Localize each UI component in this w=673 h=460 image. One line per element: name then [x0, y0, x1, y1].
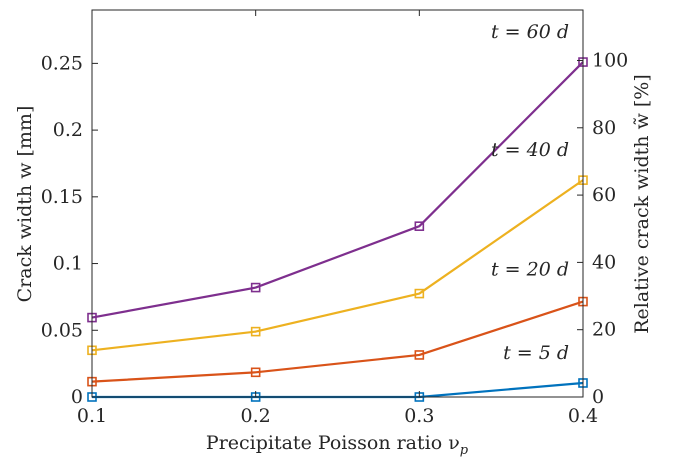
series-label: t = 5 d	[503, 342, 569, 364]
series-label: t = 60 d	[491, 21, 569, 43]
series-line	[91, 61, 584, 319]
data-point-marker	[250, 282, 261, 293]
data-point-marker	[250, 367, 261, 378]
x-tick-label: 0.3	[404, 405, 434, 427]
x-tick-label: 0.4	[568, 405, 598, 427]
plot-area-box	[91, 9, 584, 398]
series-line	[91, 179, 584, 352]
x-tick-label: 0.1	[77, 405, 107, 427]
series-label-layer: t = 5 d t = 20 d t = 40 d t = 60 d	[491, 21, 569, 364]
series-label: t = 20 d	[491, 259, 569, 281]
y-tick-label-left: 0.15	[41, 186, 83, 208]
y-tick-label-left: 0.25	[41, 52, 83, 74]
y-tick-label-right: 40	[592, 251, 616, 273]
data-point-marker	[250, 326, 261, 337]
y-tick-label-right: 60	[592, 184, 616, 206]
y-tick-label-right: 20	[592, 319, 616, 341]
y-tick-label-right: 0	[592, 386, 604, 408]
data-point-marker	[414, 288, 425, 299]
y-tick-label-left: 0.2	[53, 119, 83, 141]
x-axis-title: Precipitate Poisson ratio νp	[206, 432, 469, 458]
data-point-marker	[414, 350, 425, 360]
y-tick-label-left: 0.1	[53, 253, 83, 275]
series-label: t = 40 d	[491, 139, 569, 161]
data-point-marker	[414, 221, 425, 231]
series-line	[91, 300, 584, 383]
y-tick-label-left: 0.05	[41, 319, 83, 341]
y-tick-label-right: 100	[592, 49, 628, 71]
y-tick-label-left: 0	[71, 386, 83, 408]
axes-layer	[91, 9, 584, 398]
y-axis-title-left: Crack width w [mm]	[14, 106, 36, 303]
y-axis-title-right: Relative crack width w̃ [%]	[631, 74, 653, 334]
x-tick-label: 0.2	[241, 405, 271, 427]
tick-layer: 0.1 0.2 0.3 0.400.050.10.150.20.25020406080…	[41, 10, 628, 427]
series-line	[92, 381, 584, 399]
y-tick-label-right: 80	[592, 117, 616, 139]
